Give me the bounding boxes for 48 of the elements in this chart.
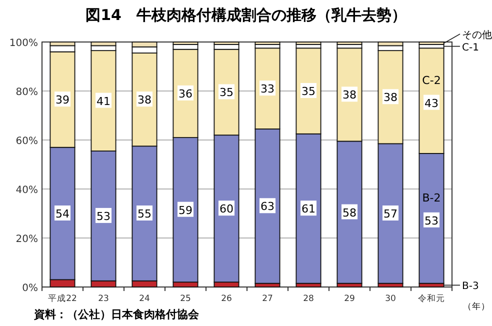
bar: [296, 42, 322, 45]
x-tick-label: 30: [385, 294, 396, 304]
series-label: C-2: [422, 74, 441, 87]
bar: [254, 42, 280, 45]
x-tick-label: 25: [180, 294, 191, 304]
x-tick-label: 26: [221, 294, 232, 304]
series-label: C-1: [462, 42, 479, 54]
bar: [336, 42, 362, 45]
x-tick-label: 令和元: [418, 293, 445, 304]
y-tick-label: 20%: [16, 234, 38, 245]
bar: [418, 42, 444, 45]
data-label: 57: [384, 208, 398, 220]
data-label: 61: [302, 202, 316, 216]
data-label: 38: [384, 91, 398, 104]
title: 図14 牛枝肉格付構成割合の推移（乳牛去勢）: [86, 6, 406, 24]
y-tick-label: 0%: [22, 283, 38, 294]
y-tick-label: 40%: [16, 185, 38, 196]
series-label: B-3: [462, 281, 479, 292]
data-label: 35: [220, 86, 234, 100]
x-tick-label: 27: [262, 294, 273, 304]
data-label: 38: [138, 94, 152, 107]
x-tick-label: 28: [303, 294, 314, 304]
data-label: 54: [56, 208, 70, 220]
data-label: 53: [424, 214, 438, 228]
text: 資料：（公社）日本食肉格付協会: [33, 308, 200, 321]
data-label: 53: [96, 210, 110, 223]
data-label: 60: [220, 202, 234, 216]
data-label: 55: [138, 208, 152, 220]
data-label: 59: [178, 204, 192, 217]
data-label: 58: [342, 206, 356, 220]
x-tick-label: 29: [344, 294, 355, 304]
x-axis-title: （年）: [463, 301, 490, 312]
data-label: 63: [260, 200, 274, 214]
x-tick-label: 平成22: [48, 293, 77, 304]
series-label: その他: [462, 29, 492, 41]
data-label: 38: [342, 88, 356, 102]
data-label: 35: [302, 85, 316, 98]
y-tick-label: 80%: [16, 87, 38, 98]
series-label: B-2: [422, 191, 441, 204]
y-tick-label: 60%: [16, 136, 38, 147]
data-label: 39: [56, 94, 70, 107]
data-label: 43: [424, 96, 438, 110]
x-tick-label: 24: [139, 294, 150, 304]
data-label: 41: [96, 94, 110, 108]
data-label: 36: [178, 87, 192, 100]
data-label: 33: [260, 82, 274, 96]
x-tick-label: 23: [98, 294, 109, 304]
y-tick-label: 100%: [9, 38, 38, 49]
